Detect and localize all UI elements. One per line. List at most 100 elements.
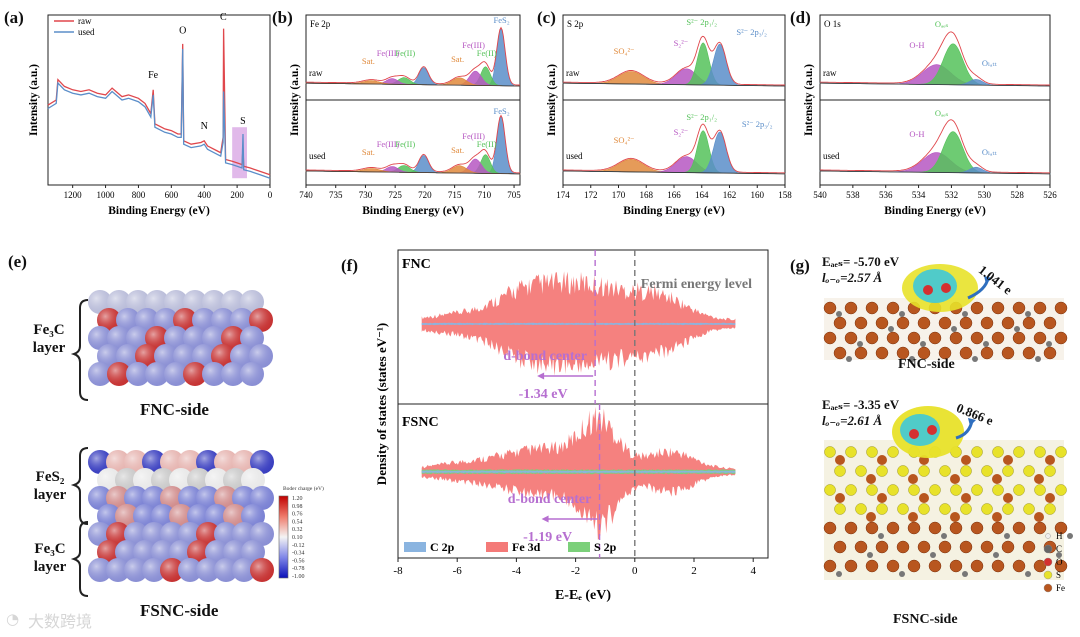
fnc-atom-shade (211, 344, 235, 368)
s-atom (1002, 503, 1014, 515)
peak-label-o: O (179, 26, 186, 37)
fe3c-bracket-top (70, 299, 89, 401)
colorbar-title: Boder charge (eV) (283, 486, 324, 492)
fe-atom (1034, 474, 1044, 484)
fe-atom (970, 301, 984, 315)
fe-atom (833, 346, 847, 360)
fsnc-atom-shade (214, 486, 238, 510)
fsnc-atom-shade (178, 486, 202, 510)
fe-atom (886, 521, 900, 535)
label-oads: Oₐₑₛ (935, 19, 949, 29)
fsnc-loo: lₒ₋ₒ=2.61 Å (822, 413, 883, 428)
d-band-label-1: d-bond center (508, 492, 592, 507)
fe-atom (917, 316, 931, 330)
panel-label-f: (f) (341, 256, 358, 275)
c-atom (857, 341, 863, 347)
envelope-raw (562, 35, 785, 86)
c-atom (951, 326, 957, 332)
fsnc-atom-shade (88, 558, 112, 582)
fnc-atom-shade (97, 344, 121, 368)
fe-atom (992, 474, 1002, 484)
legend-swatch-0 (404, 542, 426, 552)
layer-word-mid: layer (33, 487, 67, 503)
fe-atom (1022, 346, 1036, 360)
label-oh: O-H (909, 129, 924, 139)
fe-atom (886, 559, 900, 573)
fe-atom (991, 559, 1005, 573)
x-tick-label: 166 (667, 190, 681, 200)
fe-atom (1022, 540, 1036, 554)
fe-atom (907, 559, 921, 573)
legend-atom-label-Fe: Fe (1056, 583, 1065, 593)
fsnc-atom-shade (124, 558, 148, 582)
fe-atom (959, 346, 973, 360)
fnc-atom-shade (126, 290, 150, 314)
fnc-atom-shade (240, 326, 264, 350)
d-band-value-0: -1.34 eV (519, 387, 568, 402)
fe-atom (844, 301, 858, 315)
o-atom-bottom (909, 429, 919, 439)
row-label-raw: raw (309, 68, 323, 78)
x-tick-label: 720 (418, 190, 432, 200)
fe-atom (928, 559, 942, 573)
colorbar-tick: -1.00 (292, 574, 305, 580)
fnc-atom-shade (116, 344, 140, 368)
fsnc-atom-shade (124, 486, 148, 510)
watermark-text: 大数跨境 (28, 612, 93, 631)
s-atom (1023, 465, 1035, 477)
fe-atom (919, 493, 929, 503)
c-atom (972, 356, 978, 362)
fe3c-formula-bottom: Fe₃C (34, 541, 66, 557)
fsnc-atom-shade (187, 468, 211, 492)
x-axis-label: Binding Energy (eV) (362, 205, 464, 217)
fsnc-atom-shade (178, 522, 202, 546)
fe3c-layer-label-bottom: Fe₃C layer (28, 540, 72, 576)
fes2-bracket (70, 447, 89, 525)
fnc-atom-shade (135, 344, 159, 368)
fsnc-atom-shade (97, 504, 121, 528)
fnc-atom-shade (202, 326, 226, 350)
x-tick-label: 172 (584, 190, 598, 200)
row-label-used: used (566, 151, 583, 161)
envelope-raw (305, 26, 520, 86)
fe-atom (970, 331, 984, 345)
fnc-atom-shade (230, 344, 254, 368)
envelope-used (306, 114, 521, 174)
fsnc-atom-shade (196, 486, 220, 510)
fe-atom (980, 346, 994, 360)
panel-label-d: (d) (790, 8, 811, 27)
c-atom (1067, 533, 1073, 539)
s-atom (845, 446, 857, 458)
fnc-atom-shade (107, 362, 131, 386)
fe-atom (823, 521, 837, 535)
x-tick-label: 2 (691, 565, 697, 577)
fsnc-atom-shade (205, 468, 229, 492)
x-tick-label: 705 (507, 190, 521, 200)
d-band-value-1: -1.19 eV (523, 530, 572, 545)
fe-atom (1043, 346, 1057, 360)
fe-atom (875, 540, 889, 554)
fsnc-atom-shade (250, 522, 274, 546)
legend-atom-label-C: C (1056, 544, 1062, 554)
fsnc-atom-shade (151, 468, 175, 492)
s-atom (897, 465, 909, 477)
fsnc-atom-model (88, 450, 274, 582)
fsnc-atom-shade (160, 450, 184, 474)
fe-atom (1001, 346, 1015, 360)
c-atom (1014, 326, 1020, 332)
fsnc-atom-shade (223, 504, 247, 528)
s-atom (866, 484, 878, 496)
colorbar-tick: 0.76 (292, 512, 303, 518)
fnc-atom-shade (107, 290, 131, 314)
x-tick-label: 4 (750, 565, 756, 577)
fnc-atom-shade (221, 326, 245, 350)
peak-label-s: S (240, 116, 246, 127)
fnc-c2p-band (421, 322, 736, 326)
fe-atom (908, 512, 918, 522)
s-atom (866, 446, 878, 458)
colorbar-tick: 1.20 (292, 496, 303, 502)
fnc-atom-shade (164, 290, 188, 314)
fe-atom (907, 331, 921, 345)
fnc-atom-shade (88, 290, 112, 314)
